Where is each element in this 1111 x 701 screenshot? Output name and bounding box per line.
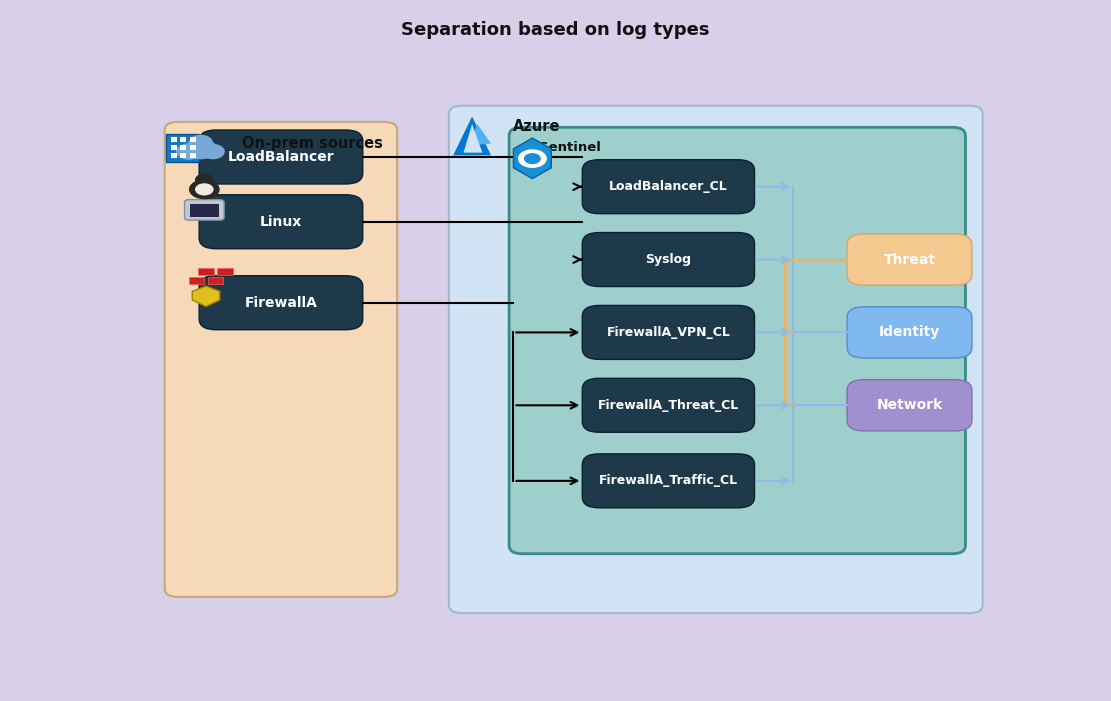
Circle shape [519,150,547,168]
Circle shape [202,144,224,158]
FancyBboxPatch shape [190,145,196,150]
FancyBboxPatch shape [190,137,196,142]
Text: Separation based on log types: Separation based on log types [401,21,710,39]
Text: Threat: Threat [883,252,935,266]
Circle shape [177,144,201,159]
FancyBboxPatch shape [180,145,187,150]
FancyBboxPatch shape [184,200,224,220]
Text: FirewallA_Traffic_CL: FirewallA_Traffic_CL [599,475,738,487]
FancyBboxPatch shape [199,275,362,329]
Circle shape [190,180,219,198]
FancyBboxPatch shape [199,130,362,184]
Text: Identity: Identity [879,325,940,339]
FancyBboxPatch shape [509,128,965,554]
Text: LoadBalancer: LoadBalancer [228,150,334,164]
Circle shape [190,135,212,149]
FancyBboxPatch shape [167,135,199,163]
Polygon shape [453,116,491,156]
FancyBboxPatch shape [449,106,982,613]
FancyBboxPatch shape [582,306,754,360]
Circle shape [186,139,217,158]
Polygon shape [463,124,482,153]
Text: Network: Network [877,398,942,412]
FancyBboxPatch shape [171,145,177,150]
Text: Syslog: Syslog [645,253,691,266]
FancyBboxPatch shape [582,379,754,433]
FancyBboxPatch shape [182,146,220,154]
FancyBboxPatch shape [164,122,398,597]
Text: Azure: Azure [513,118,561,134]
FancyBboxPatch shape [171,154,177,158]
FancyBboxPatch shape [582,160,754,214]
Text: FirewallA: FirewallA [244,296,318,310]
Polygon shape [192,286,220,306]
FancyBboxPatch shape [847,380,972,431]
FancyBboxPatch shape [847,234,972,285]
Circle shape [524,154,540,163]
FancyBboxPatch shape [190,204,219,217]
FancyBboxPatch shape [199,195,362,249]
Text: Linux: Linux [260,215,302,229]
FancyBboxPatch shape [180,154,187,158]
Circle shape [196,175,213,185]
FancyBboxPatch shape [198,268,213,275]
Polygon shape [469,124,491,146]
FancyBboxPatch shape [218,268,232,275]
Text: FirewallA_VPN_CL: FirewallA_VPN_CL [607,326,730,339]
FancyBboxPatch shape [189,277,204,284]
Text: LoadBalancer_CL: LoadBalancer_CL [609,180,728,193]
FancyBboxPatch shape [582,454,754,508]
FancyBboxPatch shape [190,154,196,158]
FancyBboxPatch shape [180,137,187,142]
Polygon shape [513,138,551,179]
Circle shape [196,184,213,195]
Text: On-prem sources: On-prem sources [242,136,383,151]
FancyBboxPatch shape [171,137,177,142]
FancyBboxPatch shape [208,277,223,284]
Text: Sentinel: Sentinel [539,142,601,154]
Text: FirewallA_Threat_CL: FirewallA_Threat_CL [598,399,739,411]
FancyBboxPatch shape [847,307,972,358]
FancyBboxPatch shape [582,233,754,287]
